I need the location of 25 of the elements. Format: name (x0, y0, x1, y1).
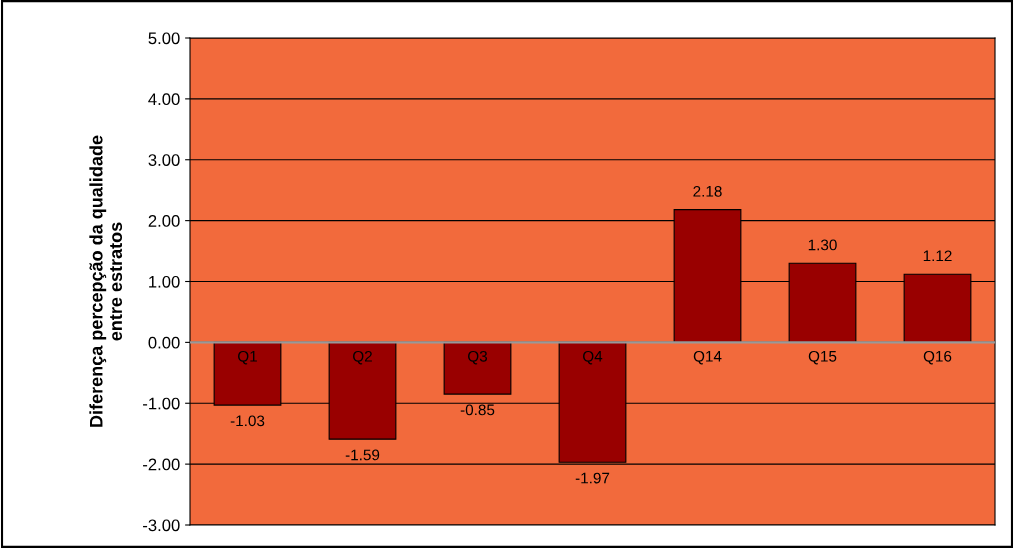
x-tick-label: Q15 (808, 350, 837, 365)
data-label: -1.97 (575, 472, 610, 484)
data-label: -1.03 (230, 415, 265, 427)
data-label: 1.30 (808, 239, 837, 251)
x-tick-label: Q2 (353, 350, 372, 365)
y-tick-label: -2.00 (143, 458, 180, 471)
data-label: -1.59 (345, 449, 380, 461)
data-label: 2.18 (693, 185, 722, 197)
bar (443, 341, 512, 395)
x-tick-label: Q16 (923, 350, 952, 365)
y-tick-label: 1.00 (149, 275, 180, 288)
data-label: -0.85 (460, 404, 495, 416)
data-label: 1.12 (923, 250, 952, 262)
x-tick-label: Q4 (583, 350, 603, 365)
y-tick-label: 3.00 (148, 154, 180, 166)
y-tick-label: -1.00 (143, 397, 180, 410)
y-tick-label: 0.00 (148, 336, 180, 349)
y-tick-label: 5.00 (148, 32, 180, 45)
y-tick-label: 2.00 (148, 215, 180, 227)
x-tick-label: Q3 (468, 350, 488, 365)
y-tick-label: -3.00 (143, 519, 180, 532)
y-tick-label: 4.00 (148, 93, 180, 106)
x-tick-label: Q14 (693, 350, 722, 365)
x-tick-label: Q1 (238, 350, 257, 365)
y-axis-title: Diferença percepção da qualidade entre estratos (89, 135, 123, 427)
